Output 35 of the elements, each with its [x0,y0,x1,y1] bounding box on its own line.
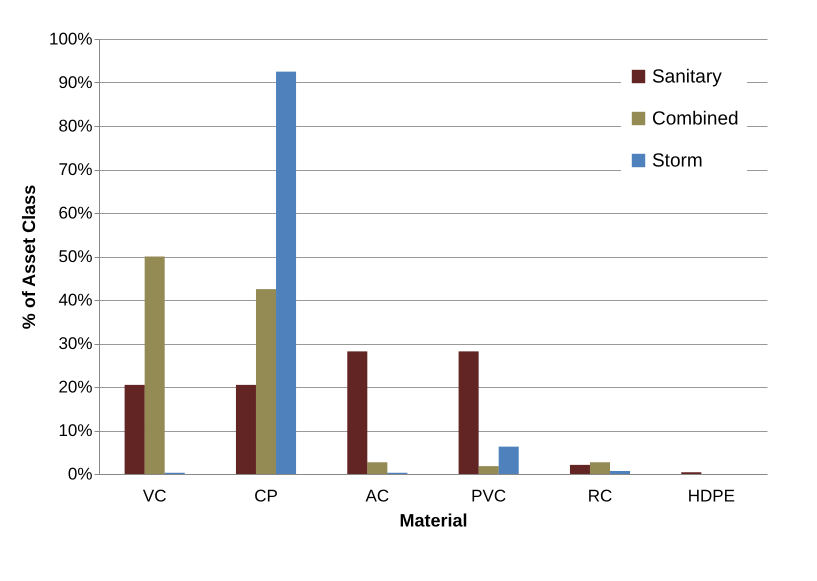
y-tick-label: 60% [58,204,92,222]
y-tick-label: 10% [58,421,92,440]
bar [478,466,499,474]
bar [590,462,610,474]
bar [276,72,296,474]
x-tick-label: HDPE [688,486,735,506]
y-tick-label: 0% [68,464,92,484]
bar [458,351,479,474]
x-axis-title: Material [399,510,468,530]
y-tick-label: 20% [58,378,92,396]
bar [570,464,590,474]
y-tick-label: 30% [58,334,92,353]
bar [124,384,145,474]
x-tick-label: AC [366,486,390,506]
bar [256,289,276,474]
y-tick-label: 40% [58,290,92,310]
y-axis-title: % of Asset Class [19,184,40,330]
bar [144,256,165,474]
bar [610,470,630,474]
y-tick-label: 50% [58,247,92,266]
x-tick-label: RC [588,486,612,506]
y-tick-label: 90% [58,73,92,92]
x-tick-label: CP [254,486,278,506]
y-tick-label: 70% [58,160,92,179]
legend-label: Storm [652,150,703,172]
legend-label: Combined [652,108,739,130]
legend-label: Sanitary [652,66,722,88]
bar [236,384,256,474]
x-tick-label: PVC [471,486,506,506]
bar [347,351,368,474]
y-tick-label: 100% [49,30,92,48]
bar [367,462,388,474]
bar [498,446,519,474]
y-tick-label: 80% [58,116,92,136]
x-tick-label: VC [142,486,166,506]
